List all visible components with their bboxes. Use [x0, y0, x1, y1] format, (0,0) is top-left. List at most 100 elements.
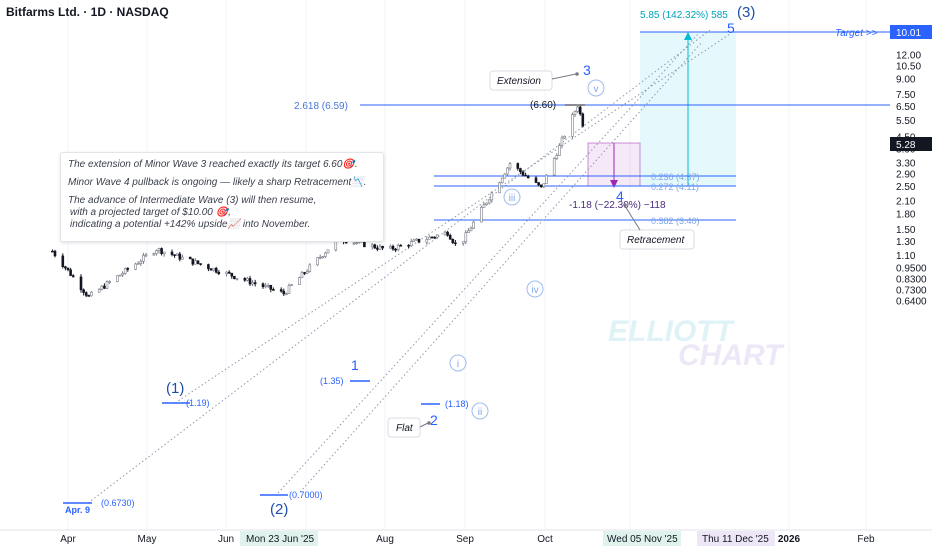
candle-body: [97, 288, 101, 293]
channel-lines: [87, 29, 731, 504]
svg-text:iv: iv: [531, 285, 538, 296]
svg-text:Wed 05 Nov '25: Wed 05 Nov '25: [607, 534, 678, 545]
candle-body: [490, 192, 494, 201]
watermark-elliott: ELLIOTT: [608, 315, 736, 348]
candle-body: [576, 106, 579, 112]
flat-callout: Flat: [387, 417, 431, 438]
candle-body: [409, 241, 413, 247]
candle-body: [105, 281, 109, 289]
candle-body: [352, 242, 356, 245]
candle-body: [248, 278, 252, 285]
pivot-markers: [63, 380, 440, 504]
candle-body: [173, 254, 176, 256]
candle-body: [272, 289, 275, 291]
fib-0272-label: 0.272 (4.11): [651, 182, 699, 192]
candle-body: [573, 111, 577, 115]
candle-body: [545, 174, 548, 184]
candle-body: [225, 271, 228, 275]
extension-callout: Extension: [489, 70, 579, 91]
candle-body: [308, 264, 312, 272]
price-tick-17: 0.8300: [896, 275, 927, 286]
price-tick-15: 1.10: [896, 251, 916, 262]
candle-body: [199, 263, 202, 265]
candle-body: [134, 263, 137, 270]
candle-body: [539, 184, 543, 188]
price-tick-11: 2.10: [896, 197, 916, 208]
candle-body: [552, 158, 556, 176]
candle-body: [446, 231, 449, 236]
projection-label: 5.85 (142.32%) 585: [640, 10, 728, 21]
candle-body: [126, 268, 130, 270]
candle-body: [90, 291, 93, 297]
candle-body: [461, 241, 465, 244]
note-line-1: The extension of Minor Wave 3 reached ex…: [68, 159, 358, 170]
candle-body: [253, 282, 257, 285]
candle-body: [196, 260, 200, 264]
analysis-note: The extension of Minor Wave 3 reached ex…: [60, 152, 384, 242]
target-price-badge: 10.01: [890, 25, 932, 39]
low-0673-label: (0.6730): [101, 498, 135, 508]
candle-body: [370, 244, 374, 248]
note-line-2: Minor Wave 4 pullback is ongoing — likel…: [68, 177, 367, 188]
candle-body: [287, 285, 291, 294]
candle-body: [560, 137, 564, 146]
wave-minor-3: 3: [583, 62, 591, 78]
projection-arrowhead: [684, 32, 692, 40]
svg-text:i: i: [457, 359, 459, 370]
candle-body: [155, 250, 158, 254]
svg-text:Mon 23 Jun '25: Mon 23 Jun '25: [246, 534, 315, 545]
candle-body: [230, 272, 234, 277]
candle-body: [381, 245, 384, 249]
candle-body: [482, 204, 486, 208]
candle-body: [412, 239, 416, 242]
candle-body: [500, 177, 504, 184]
candle-body: [467, 230, 470, 233]
candle-body: [181, 256, 184, 260]
candle-body: [417, 238, 421, 243]
candle-body: [162, 251, 166, 255]
fib-0236-label: 0.236 (4.37): [651, 172, 700, 182]
price-tick-4: 6.50: [896, 102, 916, 113]
candle-body: [321, 256, 325, 258]
candle-body: [324, 252, 327, 257]
candle-body: [116, 275, 119, 282]
candle-body: [246, 278, 249, 281]
note-line-3a: The advance of Intermediate Wave (3) wil…: [68, 195, 317, 206]
candle-body: [214, 267, 218, 273]
candle-body: [503, 173, 507, 179]
candle-body: [87, 295, 91, 297]
candle-body: [487, 199, 491, 204]
candle-body: [563, 136, 566, 139]
watermark-chart: CHART: [678, 339, 785, 372]
candle-body: [285, 293, 288, 295]
symbol-title: Bitfarms Ltd. · 1D · NASDAQ: [6, 5, 169, 19]
candle-body: [537, 182, 540, 186]
price-axis[interactable]: 12.0010.509.007.506.505.504.503.903.302.…: [896, 50, 927, 307]
candle-body: [279, 289, 283, 292]
price-tick-10: 2.50: [896, 182, 916, 193]
candle-body: [209, 268, 213, 271]
svg-text:Thu 11 Dec '25: Thu 11 Dec '25: [702, 534, 769, 545]
target-label: Target >>: [835, 28, 878, 39]
candle-body: [464, 232, 468, 243]
note-line-3b: with a projected target of $10.00 🎯,: [70, 207, 231, 218]
low-070-label: (0.7000): [289, 490, 323, 500]
price-tick-9: 2.90: [896, 170, 916, 181]
candle-body: [394, 248, 397, 251]
price-tick-0: 12.00: [896, 50, 921, 61]
candle-body: [227, 271, 231, 274]
candle-body: [282, 290, 286, 295]
candle-body: [571, 114, 574, 137]
svg-text:Flat: Flat: [396, 423, 414, 434]
candle-body: [207, 264, 210, 270]
candle-body: [508, 163, 512, 169]
svg-text:5.28: 5.28: [896, 140, 916, 151]
candle-body: [305, 271, 309, 274]
price-tick-14: 1.30: [896, 237, 916, 248]
time-highlight-nov: Wed 05 Nov '25: [603, 531, 681, 546]
peak-value-label: (6.60): [530, 100, 556, 111]
svg-text:ii: ii: [478, 407, 482, 418]
candle-body: [521, 171, 525, 176]
candle-body: [373, 244, 377, 249]
